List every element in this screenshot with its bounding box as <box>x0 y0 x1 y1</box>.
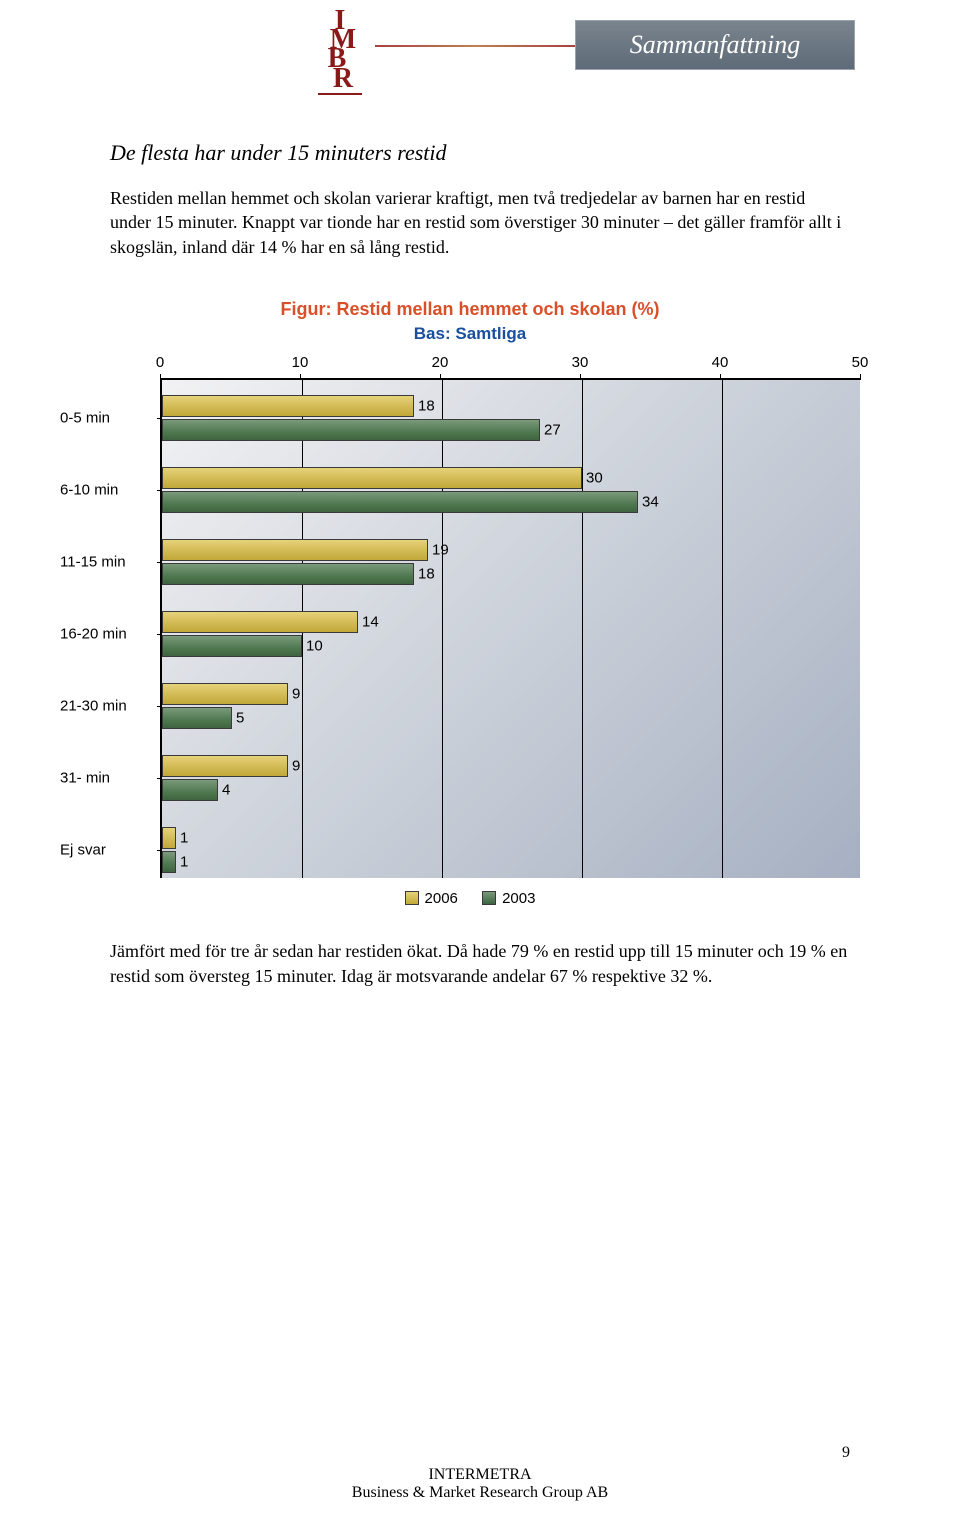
category-label: 16-20 min <box>60 625 150 642</box>
category-label: 21-30 min <box>60 697 150 714</box>
bar-value-label: 1 <box>180 829 188 846</box>
bar <box>162 707 232 729</box>
bar-value-label: 34 <box>642 493 659 510</box>
header-rule <box>375 45 575 47</box>
bar-value-label: 1 <box>180 853 188 870</box>
paragraph-1: Restiden mellan hemmet och skolan varier… <box>110 186 850 259</box>
x-tick-label: 0 <box>156 354 164 371</box>
category-label: 6-10 min <box>60 481 150 498</box>
chart-title: Figur: Restid mellan hemmet och skolan (… <box>60 299 880 320</box>
legend-item: 2003 <box>482 890 535 907</box>
paragraph-2: Jämfört med för tre år sedan har restide… <box>110 939 850 988</box>
category-label: Ej svar <box>60 841 150 858</box>
legend-swatch-2006 <box>405 891 419 905</box>
bar-value-label: 19 <box>432 541 449 558</box>
bar-value-label: 18 <box>418 397 435 414</box>
chart: Figur: Restid mellan hemmet och skolan (… <box>60 299 880 910</box>
category-group: 21-30 min95 <box>162 682 860 730</box>
bar <box>162 395 414 417</box>
category-group: Ej svar11 <box>162 826 860 874</box>
page-number: 9 <box>842 1444 850 1462</box>
bar-value-label: 30 <box>586 469 603 486</box>
bar <box>162 827 176 849</box>
x-tick-label: 30 <box>572 354 589 371</box>
logo-letter: R <box>316 66 370 91</box>
legend-label: 2006 <box>425 890 458 907</box>
y-tick-mark <box>157 706 162 707</box>
bar <box>162 635 302 657</box>
bar <box>162 419 540 441</box>
bar-value-label: 9 <box>292 757 300 774</box>
bar-value-label: 4 <box>222 781 230 798</box>
bar <box>162 539 428 561</box>
bar <box>162 683 288 705</box>
logo: I M B R <box>310 8 370 95</box>
section-title: Sammanfattning <box>630 30 800 60</box>
bar-value-label: 10 <box>306 637 323 654</box>
plot-area: 0-5 min18276-10 min303411-15 min191816-2… <box>160 378 860 878</box>
bar <box>162 755 288 777</box>
category-group: 31- min94 <box>162 754 860 802</box>
bar-value-label: 18 <box>418 565 435 582</box>
footer-line2: Business & Market Research Group AB <box>0 1484 960 1502</box>
y-tick-mark <box>157 418 162 419</box>
category-group: 11-15 min1918 <box>162 538 860 586</box>
y-tick-mark <box>157 634 162 635</box>
bar <box>162 611 358 633</box>
x-tick-label: 40 <box>712 354 729 371</box>
x-tick-label: 50 <box>852 354 869 371</box>
plot-outer: 01020304050 0-5 min18276-10 min303411-15… <box>160 354 860 878</box>
bar <box>162 491 638 513</box>
page-header: I M B R Sammanfattning <box>0 0 960 110</box>
footer-line1: INTERMETRA <box>0 1466 960 1484</box>
x-tick-label: 20 <box>432 354 449 371</box>
legend-swatch-2003 <box>482 891 496 905</box>
bar <box>162 563 414 585</box>
bar <box>162 467 582 489</box>
legend-item: 2006 <box>405 890 458 907</box>
x-tick-label: 10 <box>292 354 309 371</box>
bar-value-label: 9 <box>292 685 300 702</box>
bar-value-label: 27 <box>544 421 561 438</box>
content: De flesta har under 15 minuters restid R… <box>0 110 960 988</box>
category-label: 0-5 min <box>60 409 150 426</box>
y-tick-mark <box>157 562 162 563</box>
bar <box>162 779 218 801</box>
bar-value-label: 5 <box>236 709 244 726</box>
y-tick-mark <box>157 850 162 851</box>
page-heading: De flesta har under 15 minuters restid <box>110 140 850 166</box>
category-group: 6-10 min3034 <box>162 466 860 514</box>
bar <box>162 851 176 873</box>
category-group: 0-5 min1827 <box>162 394 860 442</box>
y-tick-mark <box>157 490 162 491</box>
category-group: 16-20 min1410 <box>162 610 860 658</box>
chart-legend: 2006 2003 <box>60 890 880 910</box>
section-title-box: Sammanfattning <box>575 20 855 70</box>
bar-value-label: 14 <box>362 613 379 630</box>
category-label: 31- min <box>60 769 150 786</box>
x-axis-ticks: 01020304050 <box>160 354 860 378</box>
y-tick-mark <box>157 778 162 779</box>
x-tick-mark <box>860 374 861 380</box>
legend-label: 2003 <box>502 890 535 907</box>
footer: INTERMETRA Business & Market Research Gr… <box>0 1466 960 1502</box>
category-label: 11-15 min <box>60 553 150 570</box>
chart-subtitle: Bas: Samtliga <box>60 324 880 344</box>
